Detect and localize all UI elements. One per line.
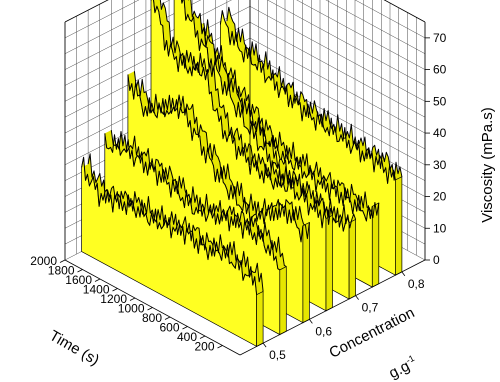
tick-labels: 2000180016001400120010008006004002000,50… — [30, 31, 446, 362]
time-tick — [199, 335, 206, 339]
time-tick-label: 800 — [142, 311, 162, 325]
axis-line — [239, 259, 426, 356]
concentration-tick — [355, 295, 359, 300]
viscosity-tick-label: 0 — [433, 253, 440, 267]
concentration-tick — [401, 271, 406, 277]
concentration-tick-label: 0,6 — [315, 324, 332, 338]
series-line — [87, 153, 264, 292]
time-tick — [147, 307, 153, 311]
viscosity-tick-label: 70 — [433, 31, 447, 45]
series-line — [226, 6, 403, 181]
concentration-tick — [262, 342, 267, 348]
time-tick-label: 400 — [177, 330, 197, 344]
series-ribbon — [181, 0, 356, 232]
time-tick — [129, 297, 136, 301]
time-tick-label: 1200 — [100, 292, 127, 306]
series-line — [150, 0, 327, 229]
z-axis-title: Viscosity (mPa.s) — [479, 107, 496, 223]
time-tick-label: 1000 — [118, 302, 145, 316]
series-end-cap — [395, 176, 403, 276]
time-tick — [164, 316, 171, 320]
x-axis-title: Time (s) — [46, 327, 102, 369]
series-line — [203, 19, 380, 219]
time-tick-label: 2000 — [30, 254, 57, 268]
series-ribbon — [81, 153, 264, 295]
concentration-tick — [309, 319, 313, 324]
series-line — [81, 156, 258, 295]
time-tick-label: 1400 — [83, 283, 110, 297]
time-tick — [77, 269, 83, 273]
viscosity-tick-label: 40 — [433, 126, 447, 140]
time-tick — [59, 259, 66, 263]
viscosity-tick-label: 50 — [433, 94, 447, 108]
y-axis-unit: g.g-1 — [386, 353, 420, 382]
series-end-cap — [348, 218, 356, 300]
concentration-tick-label: 0,5 — [269, 348, 286, 362]
series-line — [133, 71, 310, 240]
y-axis-unit-exponent: -1 — [404, 353, 416, 366]
concentration-tick-label: 0,7 — [362, 301, 379, 315]
time-tick — [182, 326, 188, 330]
time-tick — [112, 288, 118, 292]
concentration-tick-label: 0,8 — [408, 277, 425, 291]
axis-line — [383, 0, 426, 23]
series-ribbon — [220, 7, 402, 184]
series-end-cap — [325, 214, 333, 312]
time-tick-label: 200 — [194, 340, 214, 354]
series-line — [104, 133, 281, 271]
series-line — [127, 74, 304, 243]
viscosity-tick-label: 10 — [433, 221, 447, 235]
time-tick — [94, 278, 101, 282]
series-panel — [81, 153, 264, 347]
time-tick — [217, 345, 223, 349]
time-tick-label: 600 — [159, 321, 179, 335]
series-end-cap — [256, 290, 264, 347]
time-tick-label: 1800 — [48, 264, 75, 278]
data-panels — [81, 0, 403, 347]
viscosity-tick-label: 60 — [433, 63, 447, 77]
series-end-cap — [302, 221, 310, 324]
grid-line — [354, 0, 426, 39]
axis-line — [64, 0, 109, 23]
viscosity-tick-label: 30 — [433, 158, 447, 172]
series-end-cap — [279, 266, 287, 336]
grid-line — [64, 0, 140, 39]
viscosity-tick-label: 20 — [433, 190, 447, 204]
time-tick-label: 1600 — [65, 273, 92, 287]
